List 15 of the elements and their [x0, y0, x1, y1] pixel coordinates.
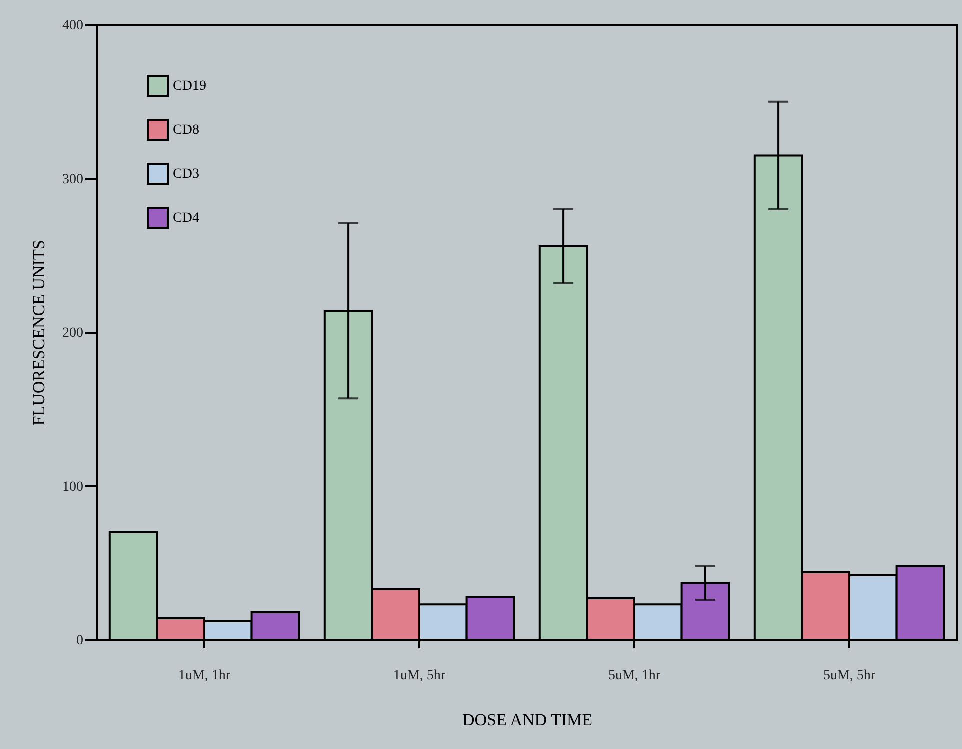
- legend-label: CD8: [173, 123, 200, 138]
- x-tick-label: 1uM, 1hr: [178, 668, 231, 684]
- y-tick-label: 300: [62, 172, 84, 188]
- x-axis-title: DOSE AND TIME: [462, 710, 593, 730]
- y-tick-label: 200: [62, 326, 84, 341]
- legend-label: CD4: [173, 211, 200, 226]
- y-axis-title: FLUORESCENCE UNITS: [30, 240, 48, 426]
- x-tick-label: 5uM, 5hr: [823, 668, 876, 684]
- x-tick-label: 5uM, 1hr: [608, 668, 661, 684]
- legend-label: CD3: [173, 167, 200, 182]
- x-tick-label: 1uM, 5hr: [393, 668, 446, 684]
- legend-label: CD19: [173, 79, 206, 94]
- y-tick-label: 100: [62, 480, 84, 495]
- y-tick-label: 400: [62, 18, 84, 34]
- y-tick-label: 0: [76, 634, 84, 648]
